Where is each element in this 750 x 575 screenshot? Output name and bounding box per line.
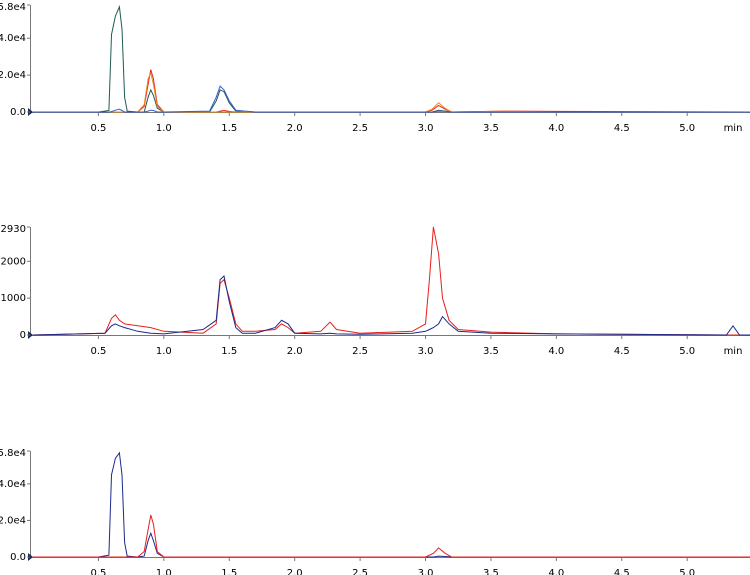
baseline-marker <box>28 553 33 561</box>
y-tick-label: 4.0e4 <box>0 33 26 44</box>
y-tick-label: 2.0e4 <box>0 70 26 81</box>
trace <box>33 71 750 113</box>
x-tick-label: 5.0 <box>679 123 695 134</box>
x-tick-label: 2.0 <box>287 123 303 134</box>
y-tick-label: 5.8e4 <box>0 2 26 13</box>
trace <box>33 451 750 558</box>
x-tick-label: 3.0 <box>418 123 434 134</box>
y-tick-label: 4.0e4 <box>0 479 26 490</box>
trace <box>33 514 750 558</box>
y-tick-label: 0.0 <box>10 107 26 118</box>
x-tick-label: 4.5 <box>614 568 630 575</box>
x-tick-label: 4.0 <box>548 568 564 575</box>
x-tick-label: 1.5 <box>221 123 237 134</box>
trace <box>33 85 750 113</box>
x-tick-label: 1.5 <box>221 568 237 575</box>
x-tick-label: 3.5 <box>483 123 499 134</box>
x-tick-label: 3.0 <box>418 568 434 575</box>
x-tick-label: 4.5 <box>614 123 630 134</box>
baseline-marker <box>28 331 33 339</box>
x-tick-label: 4.0 <box>548 123 564 134</box>
x-tick-label: 5.0 <box>679 568 695 575</box>
x-tick-label: 3.5 <box>483 568 499 575</box>
trace <box>33 69 750 113</box>
trace <box>33 4 750 113</box>
x-tick-label: 2.5 <box>352 123 368 134</box>
y-tick-label: 0 <box>20 330 26 341</box>
x-tick-label: 0.5 <box>90 123 106 134</box>
x-tick-label: 2.0 <box>287 346 303 357</box>
x-axis-label: min <box>724 123 743 134</box>
x-tick-label: 3.0 <box>418 346 434 357</box>
x-tick-label: 2.5 <box>352 568 368 575</box>
x-tick-label: 4.0 <box>548 346 564 357</box>
y-tick-label: 2000 <box>1 256 26 267</box>
x-tick-label: 3.5 <box>483 346 499 357</box>
y-tick-label: 0.0 <box>10 552 26 563</box>
x-tick-label: 1.0 <box>156 346 172 357</box>
x-tick-label: 2.0 <box>287 568 303 575</box>
baseline-marker <box>28 108 33 116</box>
x-tick-label: 0.5 <box>90 346 106 357</box>
y-tick-label: 2.0e4 <box>0 515 26 526</box>
y-tick-label: 5.8e4 <box>0 448 26 459</box>
x-tick-label: 2.5 <box>352 346 368 357</box>
y-tick-label: 2930 <box>1 224 26 235</box>
x-tick-label: 1.0 <box>156 568 172 575</box>
x-tick-label: 0.5 <box>90 568 106 575</box>
x-tick-label: 1.5 <box>221 346 237 357</box>
trace <box>32 275 750 336</box>
x-tick-label: 5.0 <box>679 346 695 357</box>
y-tick-label: 1000 <box>1 293 26 304</box>
x-tick-label: 4.5 <box>614 346 630 357</box>
x-axis-label: min <box>724 346 743 357</box>
x-tick-label: 1.0 <box>156 123 172 134</box>
trace <box>32 226 750 336</box>
